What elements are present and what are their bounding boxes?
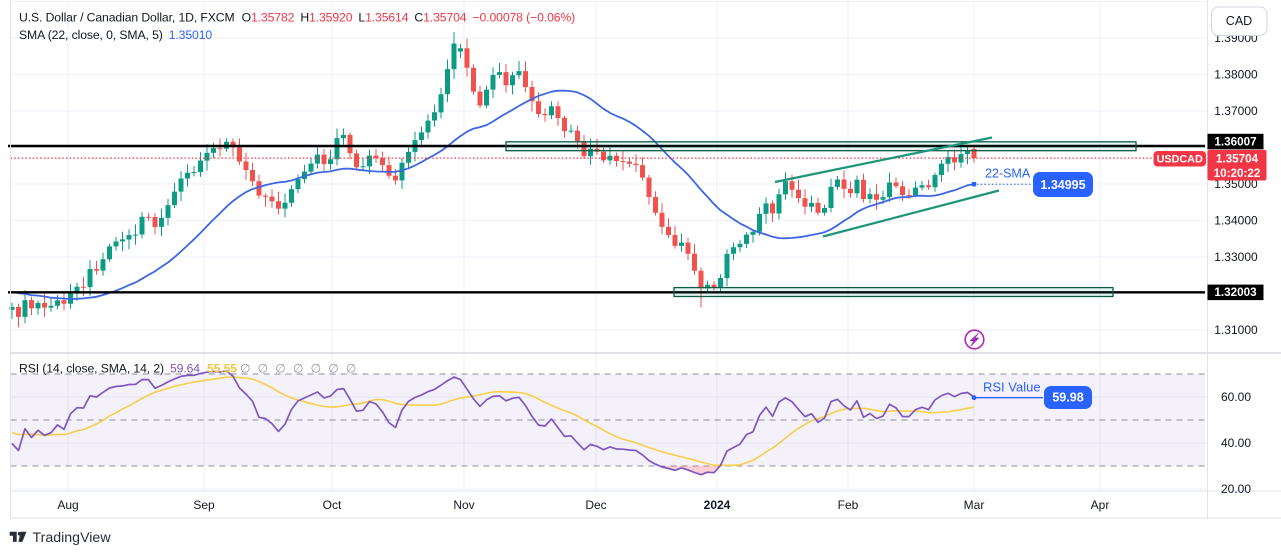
svg-text:Sep: Sep bbox=[193, 498, 215, 512]
svg-text:CAD: CAD bbox=[1226, 14, 1252, 28]
svg-text:USDCAD: USDCAD bbox=[1157, 153, 1203, 165]
svg-text:1.33000: 1.33000 bbox=[1214, 250, 1258, 264]
svg-text:22-SMA: 22-SMA bbox=[985, 167, 1031, 181]
svg-text:∅∅∅∅∅∅∅: ∅∅∅∅∅∅∅ bbox=[240, 362, 364, 376]
svg-text:SMA (22, close, 0, SMA, 5)1.35: SMA (22, close, 0, SMA, 5) 1.35010 bbox=[19, 28, 212, 42]
svg-text:10:20:22: 10:20:22 bbox=[1214, 167, 1261, 180]
svg-text:1.36007: 1.36007 bbox=[1214, 135, 1256, 148]
svg-text:RSI (14, close, SMA, 14, 2)59.: RSI (14, close, SMA, 14, 2) 59.64 55.55 bbox=[19, 362, 237, 376]
svg-text:40.00: 40.00 bbox=[1221, 436, 1251, 450]
svg-text:1.35704: 1.35704 bbox=[1216, 153, 1259, 166]
svg-text:1.34000: 1.34000 bbox=[1214, 214, 1258, 228]
svg-text:1.34995: 1.34995 bbox=[1040, 178, 1085, 192]
svg-text:1.32003: 1.32003 bbox=[1214, 286, 1257, 299]
svg-text:Feb: Feb bbox=[838, 498, 859, 512]
svg-text:Nov: Nov bbox=[453, 498, 474, 512]
svg-text:2024: 2024 bbox=[704, 498, 731, 512]
svg-text:TradingView: TradingView bbox=[33, 530, 112, 546]
svg-text:RSI Value: RSI Value bbox=[983, 380, 1041, 395]
svg-text:Mar: Mar bbox=[964, 498, 985, 512]
svg-text:59.98: 59.98 bbox=[1052, 391, 1083, 405]
svg-text:Aug: Aug bbox=[57, 498, 78, 512]
svg-text:1.37000: 1.37000 bbox=[1214, 104, 1258, 118]
svg-text:60.00: 60.00 bbox=[1221, 390, 1251, 404]
svg-text:1.31000: 1.31000 bbox=[1214, 323, 1258, 337]
svg-text:Oct: Oct bbox=[323, 498, 342, 512]
svg-text:Dec: Dec bbox=[585, 498, 606, 512]
svg-text:Apr: Apr bbox=[1091, 498, 1110, 512]
svg-text:20.00: 20.00 bbox=[1221, 482, 1251, 496]
svg-text:1.38000: 1.38000 bbox=[1214, 68, 1258, 82]
